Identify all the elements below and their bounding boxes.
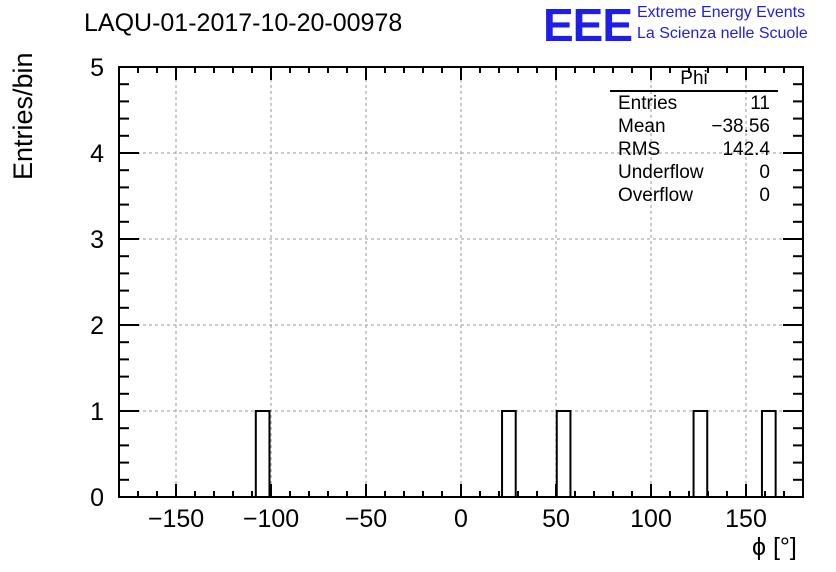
grid-lines bbox=[119, 67, 803, 497]
stats-value: 0 bbox=[759, 185, 770, 206]
y-axis-label: Entries/bin bbox=[8, 52, 38, 180]
stats-label: Overflow bbox=[618, 185, 693, 206]
histogram-bar bbox=[555, 410, 572, 497]
stats-value: 11 bbox=[750, 93, 770, 114]
x-tick-label: −50 bbox=[345, 505, 387, 533]
stats-title: Phi bbox=[610, 68, 778, 92]
x-tick-label: 150 bbox=[725, 505, 767, 533]
stats-label: Underflow bbox=[618, 162, 704, 183]
logo-tagline-2: La Scienza nelle Scuole bbox=[637, 25, 808, 42]
y-tick-label: 1 bbox=[90, 398, 104, 426]
x-tick-label: −100 bbox=[243, 505, 299, 533]
histogram-bar bbox=[692, 410, 709, 497]
stats-label: Mean bbox=[618, 116, 666, 137]
stats-label: RMS bbox=[618, 139, 661, 160]
histogram-bar bbox=[760, 410, 777, 497]
x-tick-label: −150 bbox=[148, 505, 204, 533]
y-tick-label: 5 bbox=[90, 54, 104, 82]
histogram-bar bbox=[501, 410, 517, 497]
x-tick-label: 0 bbox=[454, 505, 468, 533]
histogram-bars bbox=[254, 410, 777, 497]
x-tick-label: 100 bbox=[630, 505, 672, 533]
chart-title: LAQU-01-2017-10-20-00978 bbox=[84, 9, 403, 37]
stats-row-underflow: Underflow 0 bbox=[610, 161, 778, 184]
stats-label: Entries bbox=[618, 93, 678, 114]
y-tick-label: 3 bbox=[90, 226, 104, 254]
tick-labels: −150 −100 −50 0 50 100 150 0 1 2 3 4 5 bbox=[90, 54, 767, 533]
stats-row-rms: RMS 142.4 bbox=[610, 138, 778, 161]
y-tick-label: 2 bbox=[90, 312, 104, 340]
stats-row-mean: Mean −38.56 bbox=[610, 115, 778, 138]
stats-row-entries: Entries 11 bbox=[610, 92, 778, 115]
histogram-bar bbox=[254, 410, 271, 497]
axis-ticks bbox=[119, 66, 803, 498]
stats-value: −38.56 bbox=[711, 116, 770, 137]
stats-row-overflow: Overflow 0 bbox=[610, 184, 778, 207]
stats-value: 142.4 bbox=[722, 139, 770, 160]
y-tick-label: 0 bbox=[90, 484, 104, 512]
y-tick-label: 4 bbox=[90, 140, 104, 168]
logo-tagline-1: Extreme Energy Events bbox=[637, 4, 806, 21]
stats-box: Phi Entries 11 Mean −38.56 RMS 142.4 Und… bbox=[610, 68, 778, 207]
x-tick-label: 50 bbox=[542, 505, 570, 533]
eee-logo: EEE bbox=[543, 0, 633, 51]
x-axis-label: ϕ [°] bbox=[752, 533, 797, 561]
stats-value: 0 bbox=[759, 162, 770, 183]
